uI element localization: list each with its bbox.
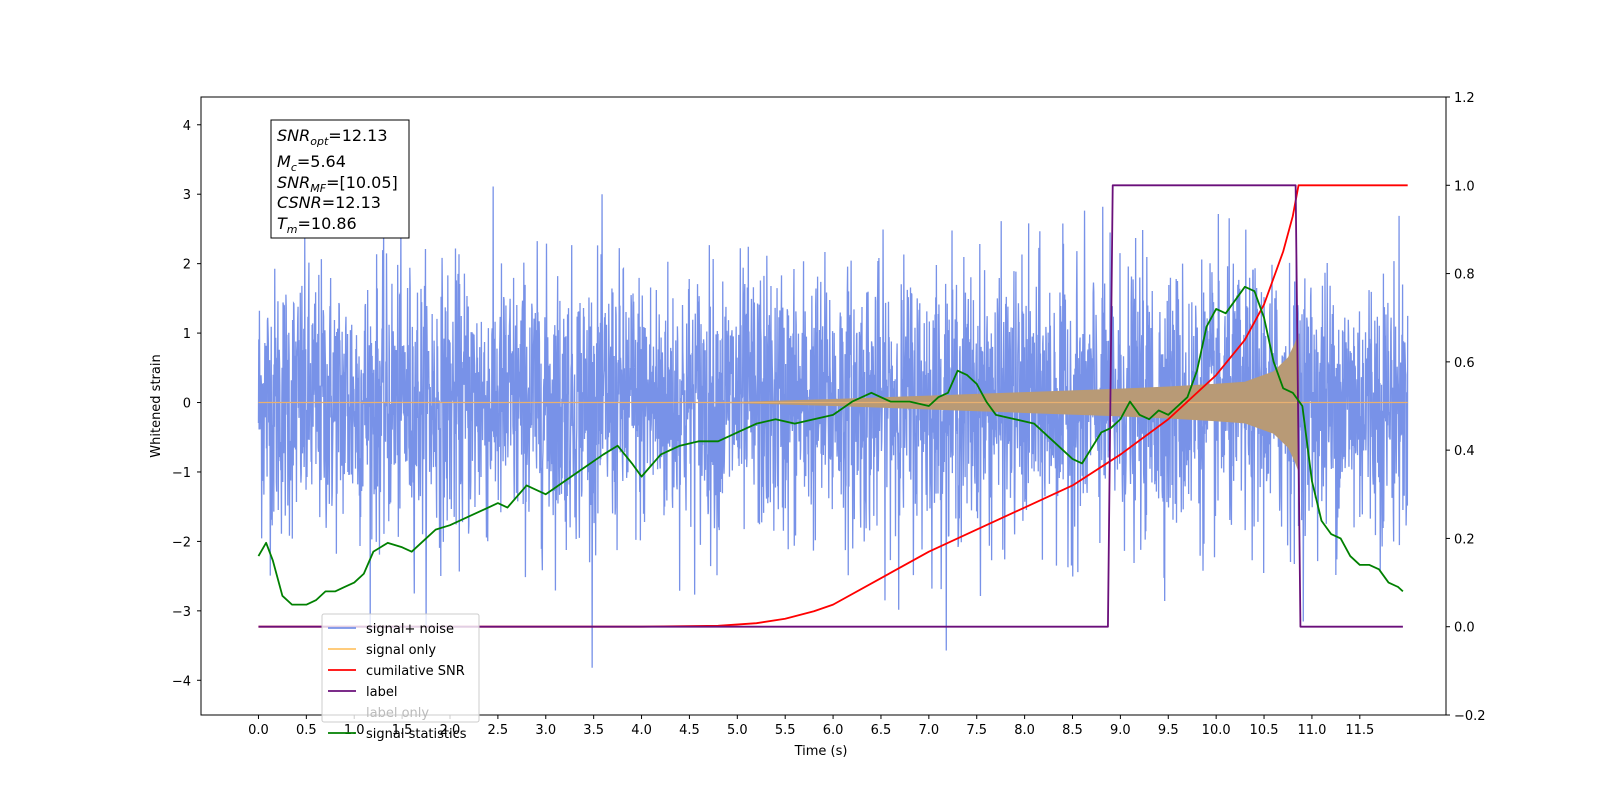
x-tick-label: 2.0 — [440, 723, 461, 738]
y-right-tick-label: 0.2 — [1454, 532, 1475, 547]
y-right-tick-label: 0.8 — [1454, 268, 1475, 283]
x-axis: 0.0 0.5 1.0 1.5 2.0 2.5 3.0 3.5 4.0 4.5 5.0 5.5 6.0 6… — [248, 715, 1374, 738]
x-tick-label: 10.0 — [1202, 723, 1231, 738]
x-tick-label: 8.5 — [1062, 723, 1083, 738]
y-axis-left: 4 3 2 1 0 −1 −2 −3 −4 — [172, 119, 201, 689]
info-snr-mf: =[10.05] — [326, 173, 398, 192]
x-tick-label: 10.5 — [1250, 723, 1279, 738]
x-tick-label: 3.0 — [535, 723, 556, 738]
y-tick-label: 3 — [183, 188, 191, 203]
y-tick-label: 1 — [183, 327, 191, 342]
x-tick-label: 1.0 — [344, 723, 365, 738]
info-csnr: =12.13 — [322, 193, 381, 212]
x-tick-label: 6.5 — [871, 723, 892, 738]
x-tick-label: 5.0 — [727, 723, 748, 738]
line-series-group — [257, 184, 1408, 628]
y-right-tick-label: 0.4 — [1454, 444, 1475, 459]
legend-label: signal statistics — [366, 727, 467, 742]
info-snr-opt: =12.13 — [328, 126, 387, 145]
y-tick-label: −3 — [172, 605, 191, 620]
y-right-tick-label: −0.2 — [1454, 709, 1486, 724]
y-tick-label: 4 — [183, 119, 191, 134]
legend-label: signal+ noise — [366, 622, 454, 637]
x-tick-label: 0.5 — [296, 723, 317, 738]
y-right-tick-label: 0.0 — [1454, 621, 1475, 636]
y-tick-label: 2 — [183, 258, 191, 273]
legend-label: label only — [366, 706, 429, 721]
y-right-tick-label: 1.2 — [1454, 91, 1475, 106]
legend-label: signal only — [366, 643, 436, 658]
legend: signal+ noise signal only cumilative SNR la… — [321, 613, 480, 742]
y-axis-title: Whitened strain — [149, 354, 164, 457]
info-box: SNRopt=12.13 Mc=5.64 SNRMF=[10.05] CSNR=… — [270, 119, 410, 239]
svg-text:Mc=5.64: Mc=5.64 — [277, 152, 346, 174]
x-tick-label: 9.5 — [1158, 723, 1179, 738]
legend-label: label — [366, 685, 397, 700]
y-right-tick-label: 1.0 — [1454, 179, 1475, 194]
plot-frame — [200, 96, 1447, 716]
svg-text:SNRopt=12.13: SNRopt=12.13 — [277, 126, 388, 148]
signal-only-series — [258, 333, 1408, 472]
y-tick-label: −4 — [172, 674, 191, 689]
signal-statistics-line — [257, 285, 1404, 606]
x-tick-label: 3.5 — [583, 723, 604, 738]
x-tick-label: 9.0 — [1110, 723, 1131, 738]
label-line — [258, 184, 1403, 628]
x-tick-label: 7.5 — [966, 723, 987, 738]
y-right-tick-label: 0.6 — [1454, 356, 1475, 371]
x-axis-title: Time (s) — [794, 744, 848, 759]
info-tm: =10.86 — [298, 214, 357, 233]
x-tick-label: 7.0 — [919, 723, 940, 738]
cumulative-snr-line — [258, 184, 1408, 628]
y-tick-label: −2 — [172, 535, 191, 550]
x-tick-label: 5.5 — [775, 723, 796, 738]
x-tick-label: 4.5 — [679, 723, 700, 738]
x-tick-label: 6.0 — [823, 723, 844, 738]
x-tick-label: 0.0 — [248, 723, 269, 738]
info-mc: =5.64 — [297, 152, 346, 171]
x-tick-label: 11.0 — [1297, 723, 1326, 738]
x-tick-label: 4.0 — [631, 723, 652, 738]
x-tick-label: 11.5 — [1345, 723, 1374, 738]
x-tick-label: 2.5 — [488, 723, 509, 738]
x-tick-label: 8.0 — [1014, 723, 1035, 738]
y-tick-label: −1 — [172, 466, 191, 481]
legend-label: cumilative SNR — [366, 664, 465, 679]
svg-text:CSNR=12.13: CSNR=12.13 — [277, 193, 381, 212]
svg-text:Tm=10.86: Tm=10.86 — [277, 214, 357, 236]
signal-noise-series — [257, 186, 1409, 668]
signal-noise-line — [257, 186, 1409, 668]
svg-text:SNRMF=[10.05]: SNRMF=[10.05] — [277, 173, 398, 195]
x-tick-label: 1.5 — [392, 723, 413, 738]
y-axis-right: 1.2 1.0 0.8 0.6 0.4 0.2 0.0 −0.2 — [1446, 91, 1486, 724]
y-tick-label: 0 — [183, 397, 191, 412]
